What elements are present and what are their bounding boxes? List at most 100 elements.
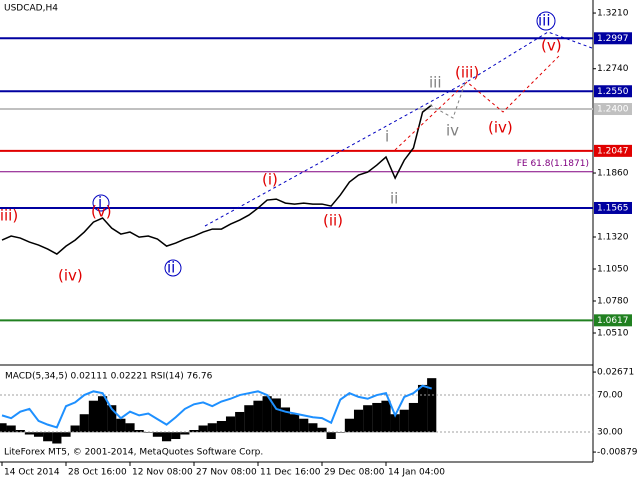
level-label: 1.0617 [597, 316, 629, 326]
macd-bar [70, 425, 80, 433]
macd-bar [171, 432, 181, 440]
price-panel [0, 0, 594, 463]
level-label: 1.2047 [597, 146, 629, 156]
y-tick-label: 1.1320 [597, 233, 629, 243]
wave-label: (i) [262, 171, 278, 189]
macd-bar [289, 414, 300, 433]
macd-bar [299, 418, 309, 433]
macd-bar [125, 423, 135, 433]
wave-label: ii [390, 190, 398, 208]
macd-bar [134, 430, 144, 433]
y-tick-label: 0.02671 [597, 368, 634, 378]
macd-bar [161, 432, 172, 442]
rsi-line [1, 384, 433, 429]
wave-label: (iv) [58, 267, 83, 285]
macd-bar [363, 405, 373, 433]
macd-bar [399, 409, 409, 433]
wave-label: (v) [541, 37, 562, 55]
x-tick-label: 29 Dec 08:00 [324, 468, 385, 478]
level-label: 1.2550 [597, 87, 629, 97]
level-box [594, 201, 632, 214]
macd-bar [308, 423, 318, 433]
wave-label: i [98, 194, 102, 212]
indicator-title: MACD(5,34,5) 0.02111 0.02221 RSI(14) 76.… [5, 372, 213, 382]
wave-label: iv [446, 122, 459, 140]
macd-bar [381, 400, 391, 433]
y-tick-label: 1.1050 [597, 265, 629, 275]
macd-bar [0, 423, 7, 433]
x-tick-label: 14 Jan 04:00 [388, 468, 445, 478]
macd-bar [24, 432, 35, 435]
macd-bar [216, 420, 227, 433]
y2-tick-label: 70.00 [597, 391, 623, 401]
macd-bar [344, 418, 355, 433]
y-tick-label: 1.1860 [597, 169, 629, 179]
macd-bar [235, 411, 245, 433]
level-box [594, 144, 632, 157]
y-tick-label: -0.00879 [597, 448, 638, 458]
forecast-path [204, 31, 593, 227]
wave-label: iii [429, 74, 442, 92]
macd-bar [262, 396, 272, 433]
y-tick-label: 1.0510 [597, 329, 629, 339]
symbol-title: USDCAD,H4 [4, 4, 58, 14]
level-label: 1.2997 [597, 34, 629, 44]
level-label: 1.2400 [597, 105, 629, 115]
fe-label: FE 61.8(1.1871) [517, 159, 589, 169]
macd-bar [88, 400, 99, 433]
macd-bar [97, 396, 108, 433]
forecast-path [394, 54, 561, 151]
x-tick-label: 11 Dec 16:00 [260, 468, 321, 478]
macd-bar [189, 430, 199, 433]
forecast-path [429, 79, 467, 119]
macd-bar [198, 425, 208, 433]
wave-label: (iii) [0, 207, 18, 225]
x-tick-label: 14 Oct 2014 [4, 468, 60, 478]
level-box [594, 85, 632, 98]
wave-label: (iv) [488, 119, 513, 137]
x-tick-label: 12 Nov 08:00 [132, 468, 193, 478]
macd-bar [317, 427, 327, 433]
wave-label: i [385, 128, 389, 146]
y-tick-label: 1.2740 [597, 64, 629, 74]
y2-tick-label: 30.00 [597, 428, 623, 438]
wave-label: ii [167, 259, 175, 277]
macd-bar [253, 400, 263, 433]
macd-bar [33, 432, 44, 437]
macd-bar [390, 414, 400, 433]
macd-bar [353, 409, 364, 433]
macd-bar [225, 416, 236, 433]
level-box [594, 103, 632, 116]
macd-bar [408, 402, 419, 433]
macd-bar [15, 430, 25, 433]
macd-bar [427, 378, 437, 433]
macd-bar [152, 432, 163, 437]
macd-bar [52, 432, 62, 444]
y-tick-label: 1.0780 [597, 297, 629, 307]
macd-bar [271, 398, 281, 433]
macd-bar [280, 407, 291, 433]
wave-label: iii [538, 12, 551, 30]
macd-bar [43, 432, 53, 442]
macd-bar [116, 418, 126, 433]
macd-bar [180, 432, 190, 435]
macd-bar [244, 405, 254, 433]
macd-bar [417, 384, 428, 433]
level-box [594, 314, 632, 327]
wave-label: (v) [91, 203, 112, 221]
wave-circle [164, 259, 182, 277]
x-tick-label: 28 Oct 16:00 [68, 468, 127, 478]
wave-circle [536, 11, 556, 31]
macd-bar [207, 423, 217, 433]
macd-bar [79, 414, 89, 433]
macd-bar [6, 425, 16, 433]
wave-circle [92, 194, 110, 212]
macd-bar [372, 402, 382, 433]
level-label: 1.1565 [597, 203, 629, 213]
level-box [594, 32, 632, 45]
macd-bar [107, 405, 117, 433]
y-tick-label: 1.3210 [597, 9, 629, 19]
macd-bar [326, 432, 336, 440]
x-tick-label: 27 Nov 08:00 [196, 468, 257, 478]
